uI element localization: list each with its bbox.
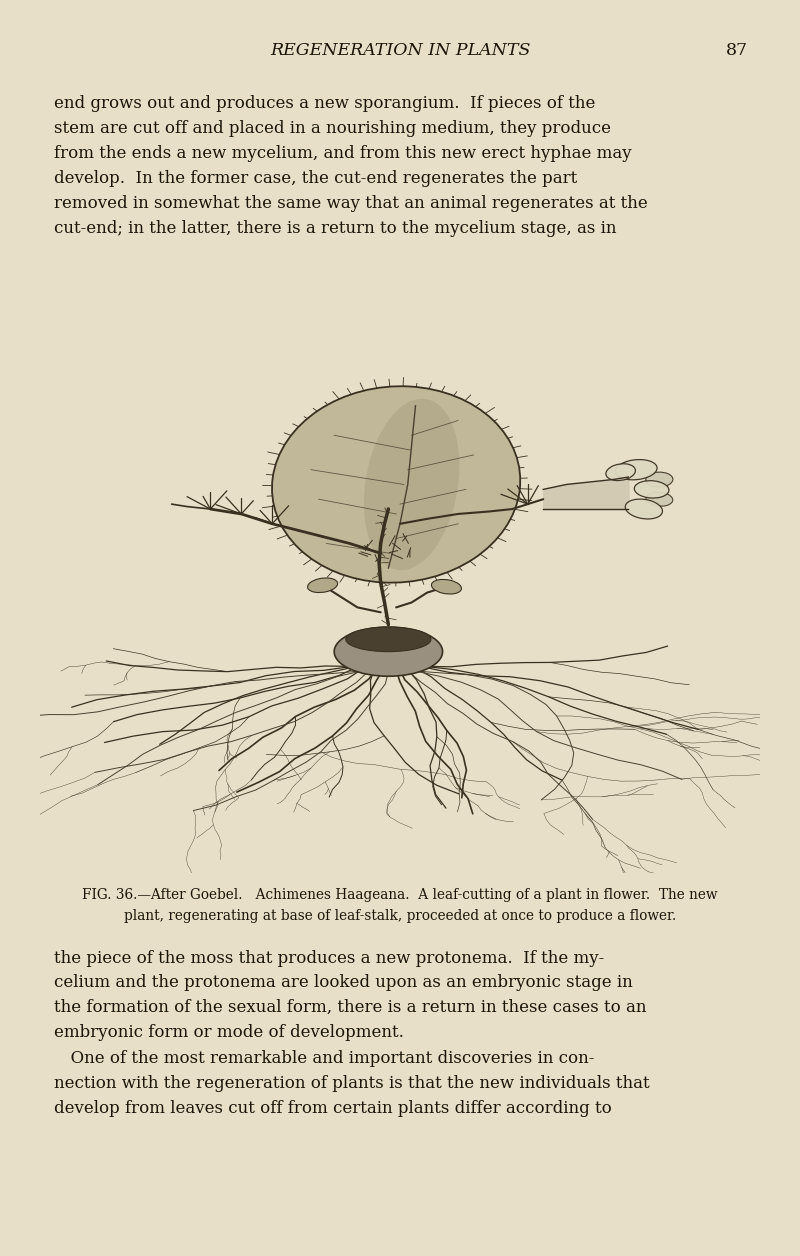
Ellipse shape	[364, 398, 459, 570]
Text: stem are cut off and placed in a nourishing medium, they produce: stem are cut off and placed in a nourish…	[54, 121, 611, 137]
Text: from the ends a new mycelium, and from this new erect hyphae may: from the ends a new mycelium, and from t…	[54, 146, 632, 162]
Ellipse shape	[646, 472, 673, 487]
Ellipse shape	[272, 387, 520, 583]
Ellipse shape	[626, 499, 662, 519]
Ellipse shape	[431, 579, 462, 594]
Ellipse shape	[615, 460, 657, 480]
Text: end grows out and produces a new sporangium.  If pieces of the: end grows out and produces a new sporang…	[54, 95, 596, 113]
Ellipse shape	[646, 492, 673, 506]
Text: REGENERATION IN PLANTS: REGENERATION IN PLANTS	[270, 41, 530, 59]
Ellipse shape	[346, 627, 431, 652]
Ellipse shape	[307, 578, 338, 593]
Text: nection with the regeneration of plants is that the new individuals that: nection with the regeneration of plants …	[54, 1075, 650, 1093]
Text: 87: 87	[726, 41, 748, 59]
Text: FIG. 36.—After Goebel.   Achimenes Haageana.  A leaf-cutting of a plant in flowe: FIG. 36.—After Goebel. Achimenes Haagean…	[82, 888, 718, 902]
Ellipse shape	[606, 463, 635, 481]
Ellipse shape	[634, 481, 669, 499]
Text: embryonic form or mode of development.: embryonic form or mode of development.	[54, 1024, 404, 1041]
Text: celium and the protonema are looked upon as an embryonic stage in: celium and the protonema are looked upon…	[54, 975, 633, 991]
Text: develop.  In the former case, the cut-end regenerates the part: develop. In the former case, the cut-end…	[54, 170, 578, 187]
Ellipse shape	[334, 627, 442, 676]
Text: cut-end; in the latter, there is a return to the mycelium stage, as in: cut-end; in the latter, there is a retur…	[54, 220, 617, 237]
Text: the piece of the moss that produces a new protonema.  If the my-: the piece of the moss that produces a ne…	[54, 950, 605, 967]
Text: plant, regenerating at base of leaf-stalk, proceeded at once to produce a flower: plant, regenerating at base of leaf-stal…	[124, 909, 676, 923]
Text: the formation of the sexual form, there is a return in these cases to an: the formation of the sexual form, there …	[54, 1000, 647, 1016]
Text: One of the most remarkable and important discoveries in con-: One of the most remarkable and important…	[54, 1050, 594, 1068]
Text: develop from leaves cut off from certain plants differ according to: develop from leaves cut off from certain…	[54, 1100, 612, 1117]
Text: removed in somewhat the same way that an animal regenerates at the: removed in somewhat the same way that an…	[54, 195, 648, 212]
